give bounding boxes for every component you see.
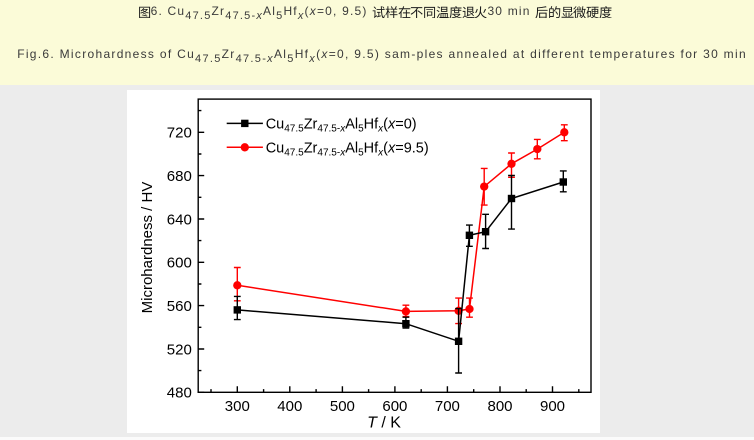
svg-text:T / K: T / K	[367, 414, 401, 428]
svg-text:300: 300	[225, 398, 250, 415]
svg-text:600: 600	[167, 255, 192, 272]
svg-text:720: 720	[167, 125, 192, 142]
svg-text:680: 680	[167, 168, 192, 185]
svg-text:600: 600	[382, 398, 407, 415]
svg-text:Cu47.5Zr47.5-xAl5Hfx(x=0): Cu47.5Zr47.5-xAl5Hfx(x=0)	[266, 117, 417, 135]
svg-text:400: 400	[277, 398, 302, 415]
svg-text:480: 480	[167, 385, 192, 402]
svg-text:500: 500	[330, 398, 355, 415]
svg-text:560: 560	[167, 298, 192, 315]
svg-text:700: 700	[435, 398, 460, 415]
svg-text:520: 520	[167, 341, 192, 358]
svg-text:800: 800	[487, 398, 512, 415]
svg-text:900: 900	[540, 398, 565, 415]
svg-text:Microhardness / HV: Microhardness / HV	[139, 182, 156, 314]
svg-text:640: 640	[167, 211, 192, 228]
svg-text:Cu47.5Zr47.5-xAl5Hfx(x=9.5): Cu47.5Zr47.5-xAl5Hfx(x=9.5)	[266, 141, 429, 159]
